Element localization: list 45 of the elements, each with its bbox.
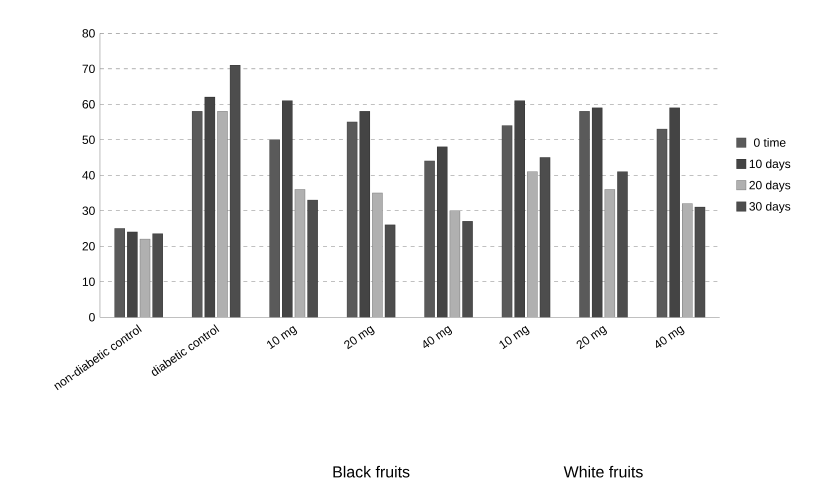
bar — [204, 96, 216, 318]
bar — [114, 228, 125, 318]
x-tick-label: 20 mg — [344, 326, 375, 350]
x-tick-label: 40 mg — [424, 326, 452, 348]
x-tick-label: 10 mg — [499, 326, 530, 349]
y-tick-label: 60 — [82, 100, 95, 108]
y-tick-label: 20 — [82, 242, 95, 250]
bar — [230, 64, 240, 318]
bar — [514, 100, 525, 318]
bar — [346, 122, 358, 318]
legend-label: 20 days — [749, 180, 790, 192]
bar — [269, 139, 280, 318]
bar — [694, 206, 706, 318]
text: Black fruits — [333, 466, 410, 478]
bar — [669, 107, 680, 318]
y-tick-label: 50 — [82, 135, 95, 144]
bar — [617, 171, 628, 318]
legend-label: 0 time — [754, 138, 786, 147]
bar — [592, 107, 602, 318]
y-tick-label: 0 — [89, 312, 95, 322]
legend-label: 30 days — [749, 202, 790, 213]
y-tick-label: 30 — [82, 206, 95, 215]
bar — [152, 233, 163, 318]
x-tick-label: 40 mg — [656, 326, 684, 348]
bar — [360, 110, 370, 318]
text: White fruits — [564, 466, 643, 478]
bar — [579, 110, 590, 318]
bar — [307, 200, 318, 318]
y-tick-label: 40 — [82, 170, 95, 180]
legend-label: 10 days — [750, 159, 790, 170]
y-tick-label: 10 — [82, 277, 95, 286]
bar — [656, 128, 668, 318]
bar — [127, 232, 138, 318]
bar — [502, 125, 512, 318]
x-tick-label: 10 mg — [267, 326, 298, 349]
y-tick-label: 70 — [82, 64, 95, 73]
bar — [282, 100, 293, 318]
bar — [192, 110, 202, 318]
bar — [424, 160, 435, 318]
bar — [436, 146, 448, 318]
x-tick-label: 20 mg — [576, 326, 607, 350]
bar — [384, 224, 396, 318]
bar — [462, 220, 473, 318]
y-tick-label: 80 — [82, 28, 95, 38]
bar — [540, 157, 550, 318]
